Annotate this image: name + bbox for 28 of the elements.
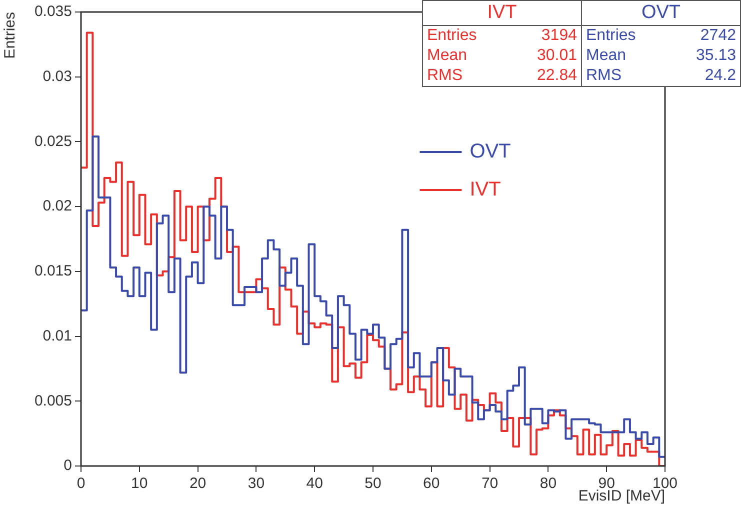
legend-label: OVT — [470, 140, 511, 163]
x-tick-label: 20 — [189, 475, 206, 492]
text: RMS 24.2 — [586, 67, 736, 84]
text: Mean 35.13 — [586, 47, 736, 64]
y-tick-label: 0.025 — [34, 132, 72, 150]
x-tick-label: 30 — [248, 475, 265, 492]
x-tick-label: 0 — [76, 475, 86, 492]
text: Mean 30.01 — [427, 47, 577, 64]
text: RMS 22.84 — [427, 67, 577, 84]
x-tick-label: 70 — [481, 475, 498, 492]
x-tick-label: 50 — [364, 475, 382, 492]
y-tick-label: 0 — [64, 457, 72, 474]
annotation: OVT — [582, 1, 740, 26]
y-tick-label: 0.01 — [42, 327, 72, 344]
x-tick-label: 60 — [423, 475, 440, 492]
x-tick-label: 80 — [540, 475, 557, 492]
y-tick-label: 0.005 — [34, 392, 72, 410]
x-tick-label: 40 — [306, 475, 323, 492]
y-tick-label: 0.03 — [42, 68, 72, 85]
y-tick-label: 0.015 — [34, 262, 72, 280]
annotation: IVT — [423, 1, 581, 26]
text: Entries 3194 — [427, 27, 577, 44]
y-tick-label: 0.02 — [42, 198, 72, 215]
legend-label: IVT — [470, 178, 501, 201]
y-axis-title: Entries — [2, 12, 19, 59]
y-tick-label: 0.035 — [34, 3, 72, 20]
x-tick-label: 10 — [131, 475, 148, 492]
text: Entries 2742 — [586, 27, 736, 44]
